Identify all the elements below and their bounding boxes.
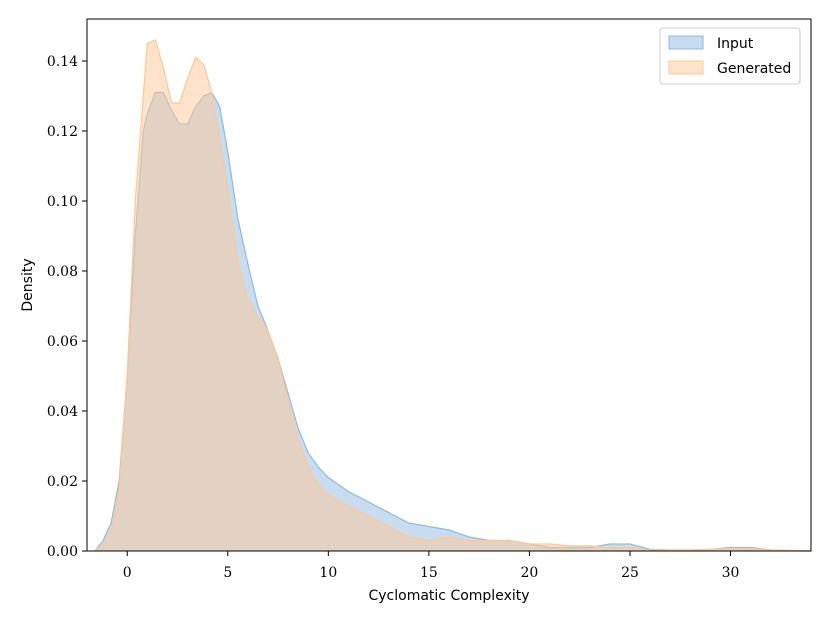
- plot-frame: [86, 18, 812, 552]
- legend-label-generated: Generated: [717, 61, 791, 77]
- legend-swatch-generated: [668, 60, 704, 75]
- y-axis-ticks: 0.00 0.02 0.04 0.06 0.08 0.10 0.12 0.14: [47, 54, 87, 560]
- x-tick-label: 0: [123, 565, 132, 581]
- y-tick-label: 0.02: [47, 474, 78, 490]
- line-generated: [94, 39, 812, 552]
- x-tick-label: 25: [621, 565, 639, 581]
- y-tick-label: 0.08: [47, 264, 78, 280]
- x-tick-label: 10: [319, 565, 337, 581]
- x-tick-label: 15: [420, 565, 438, 581]
- y-axis-label: Density: [20, 258, 36, 311]
- x-tick-label: 30: [722, 565, 740, 581]
- legend: Input Generated: [659, 27, 801, 85]
- legend-label-input: Input: [717, 36, 754, 52]
- y-tick-label: 0.12: [47, 124, 78, 140]
- y-tick-label: 0.06: [47, 334, 78, 350]
- y-tick-label: 0.10: [47, 194, 78, 210]
- x-tick-label: 5: [223, 565, 232, 581]
- legend-swatch-input: [668, 35, 704, 50]
- series-areas: [94, 39, 812, 552]
- y-tick-label: 0.00: [47, 544, 78, 560]
- x-axis-label: Cyclomatic Complexity: [368, 588, 529, 604]
- x-tick-label: 20: [521, 565, 539, 581]
- x-axis-ticks: 0 5 10 15 20 25 30: [123, 551, 740, 581]
- area-generated: [95, 40, 811, 551]
- y-tick-label: 0.14: [47, 54, 78, 70]
- y-tick-label: 0.04: [47, 404, 78, 420]
